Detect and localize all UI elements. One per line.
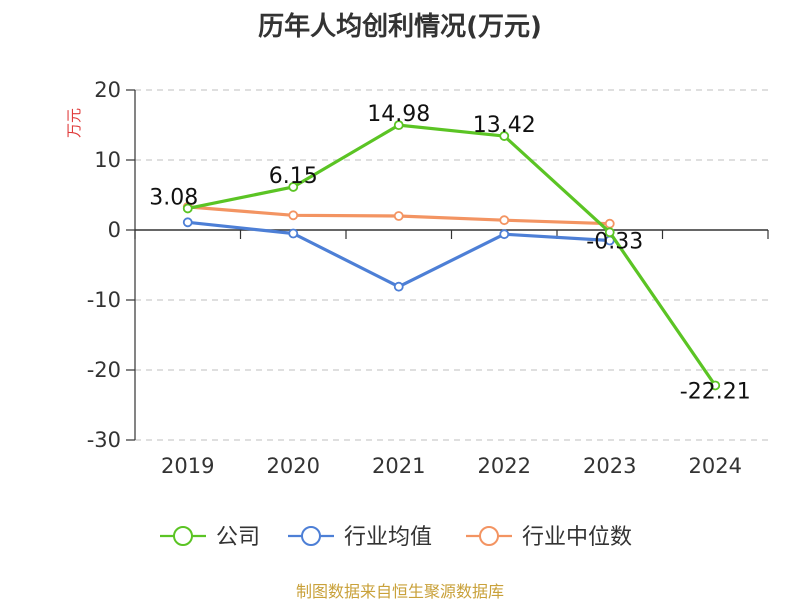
data-point <box>499 215 510 226</box>
x-tick-label: 2019 <box>161 454 214 478</box>
data-label: 6.15 <box>269 164 318 189</box>
series-line-1 <box>187 220 610 289</box>
legend-label: 行业中位数 <box>522 525 632 550</box>
y-tick-label: -20 <box>87 358 121 382</box>
data-point <box>604 218 615 229</box>
y-axis-title: 万元 <box>65 108 83 138</box>
x-tick-label: 2022 <box>478 454 531 478</box>
data-point <box>288 210 299 221</box>
legend-marker <box>301 526 321 546</box>
data-point <box>182 203 193 214</box>
data-label: -0.33 <box>586 229 643 254</box>
data-point <box>182 217 193 228</box>
data-label: 13.42 <box>473 113 536 138</box>
y-tick-label: -30 <box>87 428 121 452</box>
data-label: -22.21 <box>680 379 751 404</box>
series-group <box>182 120 721 391</box>
y-tick-label: 10 <box>94 148 121 172</box>
data-point <box>393 281 404 292</box>
series-line-0 <box>187 123 717 387</box>
data-point <box>604 227 615 238</box>
x-tick-label: 2024 <box>689 454 742 478</box>
x-tick-label: 2020 <box>267 454 320 478</box>
data-point <box>393 120 404 131</box>
x-tick-label: 2023 <box>583 454 636 478</box>
data-point <box>710 380 721 391</box>
data-point <box>393 211 404 221</box>
grid-lines <box>135 89 768 441</box>
legend-marker <box>479 526 499 546</box>
data-label: 3.08 <box>149 185 198 210</box>
legend: 公司 行业均值 行业中位数 <box>160 525 632 550</box>
y-tick-label: 0 <box>108 218 121 242</box>
data-label: 14.98 <box>367 102 430 127</box>
y-tick-label: -10 <box>87 288 121 312</box>
legend-marker <box>173 526 193 546</box>
legend-label: 公司 <box>216 525 260 550</box>
data-point <box>499 131 510 141</box>
legend-label: 行业均值 <box>344 525 432 550</box>
data-point <box>288 228 299 239</box>
source-note: 制图数据来自恒生聚源数据库 <box>295 582 504 601</box>
chart-title: 历年人均创利情况(万元) <box>258 12 542 42</box>
x-tick-label: 2021 <box>372 454 425 478</box>
y-tick-label: 20 <box>94 78 121 102</box>
data-labels: 3.08 6.15 14.98 13.42 -0.33 -22.21 <box>149 102 750 404</box>
data-point <box>288 182 299 192</box>
axes: 20 10 0 -10 -20 -30 万元 2019 2020 2021 2022 2023 2024 <box>65 78 769 478</box>
data-point <box>499 229 510 240</box>
